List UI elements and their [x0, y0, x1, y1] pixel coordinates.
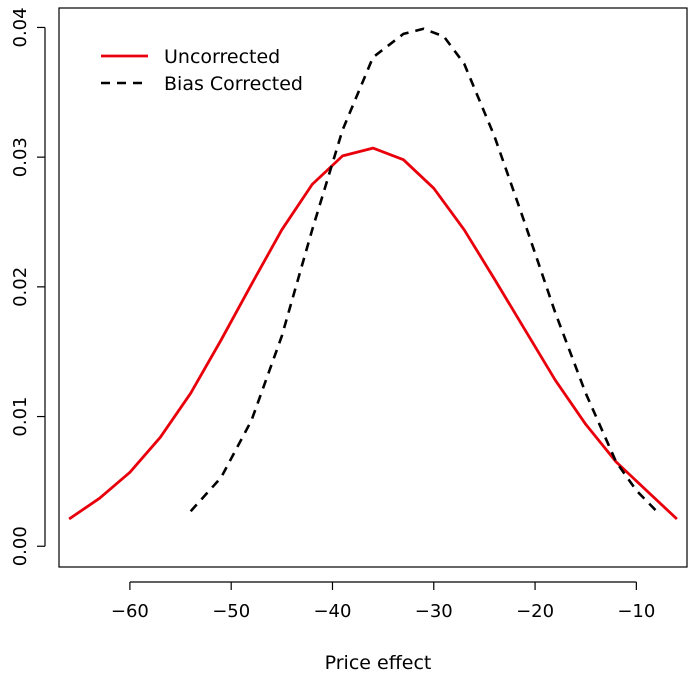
x-axis: −60 −50 −40 −30 −20 −10	[111, 581, 655, 622]
y-tick-label: 0.00	[10, 526, 31, 566]
y-tick-label: 0.04	[10, 7, 31, 47]
x-tick-label: −50	[212, 601, 250, 622]
y-axis: 0.00 0.01 0.02 0.03 0.04	[10, 7, 46, 566]
plot-frame	[58, 7, 688, 568]
series-line-bias-corrected	[189, 27, 658, 513]
series-line-uncorrected	[68, 146, 678, 521]
x-tick-label: −40	[313, 601, 351, 622]
legend: Uncorrected Bias Corrected	[101, 46, 303, 95]
series-layer	[68, 27, 678, 521]
y-tick-label: 0.03	[10, 137, 31, 177]
y-tick-label: 0.02	[10, 267, 31, 307]
x-tick-label: −30	[415, 601, 453, 622]
x-tick-label: −20	[516, 601, 554, 622]
x-tick-label: −10	[617, 601, 655, 622]
x-axis-label: Price effect	[325, 652, 432, 674]
x-tick-label: −60	[111, 601, 149, 622]
legend-label: Bias Corrected	[164, 73, 303, 95]
y-tick-label: 0.01	[10, 397, 31, 437]
legend-label: Uncorrected	[164, 46, 280, 68]
